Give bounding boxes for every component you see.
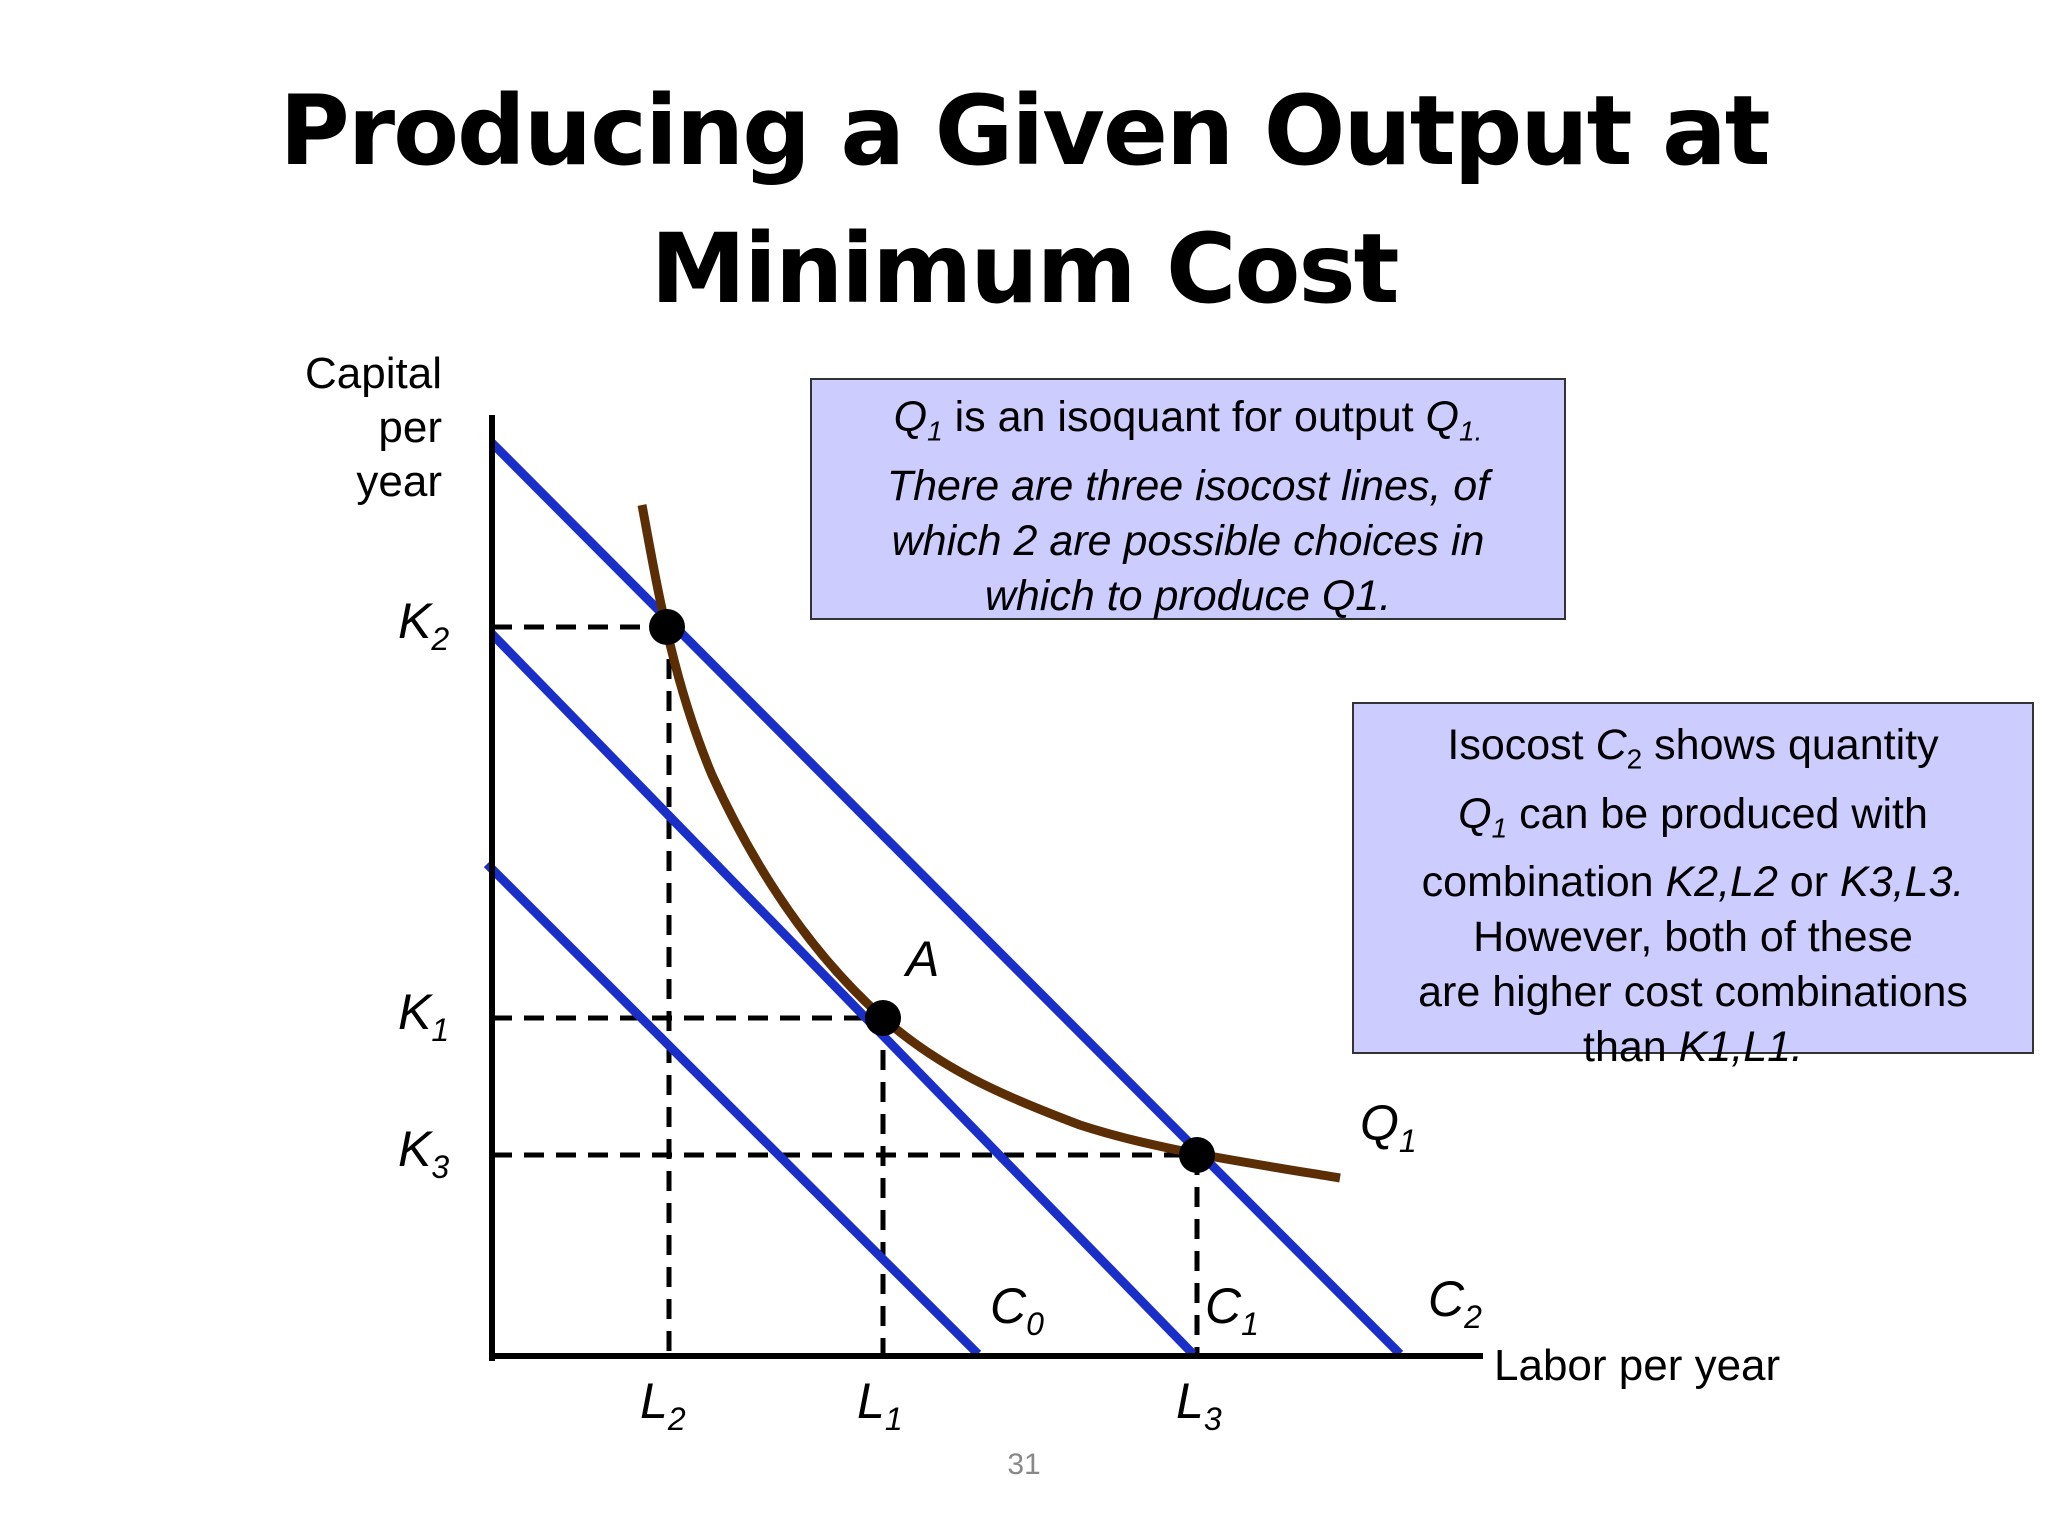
isocost-note-box: Isocost C2 shows quantity Q1 can be prod…: [1352, 702, 2034, 1071]
point-k3-l3: [1179, 1137, 1215, 1173]
label-c0: C0: [990, 1278, 1044, 1342]
note2-line-1: Isocost C2 shows quantity: [1447, 721, 1939, 775]
title-line-1: Producing a Given Output at: [279, 75, 1770, 187]
note1-line-2: There are three isocost lines, of: [886, 461, 1490, 510]
isocost-c1-line: [488, 630, 1197, 1358]
isocost-c2-line: [488, 439, 1404, 1358]
x-axis-label: Labor per year: [1494, 1341, 1780, 1390]
note1-line-4: which to produce Q1.: [984, 571, 1392, 620]
point-a: [865, 1000, 901, 1036]
slide-title: Producing a Given Output at Minimum Cost: [0, 62, 2048, 338]
point-k2-l2: [649, 609, 685, 645]
label-l1: L1: [857, 1373, 903, 1437]
note1-line-3: which 2 are possible choices in: [891, 516, 1485, 565]
label-l3: L3: [1176, 1373, 1222, 1437]
isoquant-note-box: Q1 is an isoquant for output Q1. There a…: [810, 378, 1566, 620]
y-axis-label-line-2: per: [378, 403, 442, 452]
label-k2: K2: [398, 593, 449, 657]
note2-line-4: However, both of these: [1473, 913, 1913, 962]
y-axis-label-line-3: year: [356, 457, 442, 506]
label-l2: L2: [640, 1373, 686, 1437]
label-k3: K3: [398, 1121, 449, 1185]
y-axis-label-line-1: Capital: [305, 349, 442, 398]
label-c1: C1: [1205, 1278, 1259, 1342]
isocost-c0-line: [483, 860, 982, 1358]
guide-lines: [492, 624, 1200, 1354]
note2-line-5: are higher cost combinations: [1418, 968, 1968, 1017]
title-line-2: Minimum Cost: [650, 213, 1400, 325]
note2-line-2: Q1 can be produced with: [1458, 789, 1928, 844]
label-q1: Q1: [1360, 1095, 1417, 1159]
label-a: A: [903, 931, 939, 987]
label-c2: C2: [1428, 1271, 1482, 1335]
note2-line-6: than K1,L1.: [1583, 1023, 1803, 1072]
page-number: 31: [1007, 1448, 1041, 1481]
note1-line-1: Q1 is an isoquant for output Q1.: [893, 393, 1483, 447]
label-k1: K1: [398, 984, 449, 1048]
note2-line-3: combination K2,L2 or K3,L3.: [1421, 858, 1965, 907]
